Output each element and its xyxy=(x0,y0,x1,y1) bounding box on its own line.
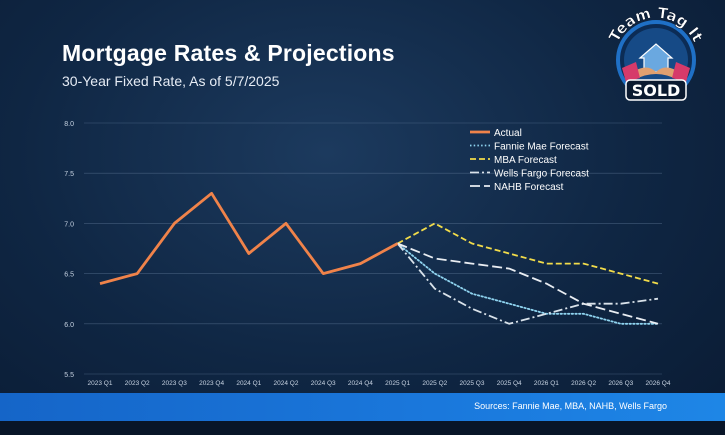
team-tag-it-logo: SOLD Team Tag It xyxy=(600,2,712,114)
series-line-mba-forecast xyxy=(397,222,659,285)
x-tick-label: 2023 Q4 xyxy=(199,380,224,387)
series-line-actual xyxy=(99,191,399,285)
grid-lines xyxy=(84,122,662,375)
x-tick-label: 2023 Q2 xyxy=(125,380,150,387)
legend-label: NAHB Forecast xyxy=(494,182,564,193)
x-tick-label: 2024 Q1 xyxy=(236,380,261,387)
y-tick-label: 5.5 xyxy=(64,372,74,379)
x-tick-label: 2025 Q2 xyxy=(422,380,447,387)
footer-bottom-strip xyxy=(0,421,725,435)
y-tick-label: 6.5 xyxy=(64,272,74,279)
x-tick-label: 2026 Q4 xyxy=(646,380,671,387)
legend-label: Actual xyxy=(494,128,522,139)
x-tick-label: 2025 Q4 xyxy=(497,380,522,387)
y-tick-label: 8.0 xyxy=(64,121,74,128)
series-line-wells-fargo-forecast xyxy=(396,242,659,325)
x-tick-label: 2026 Q3 xyxy=(608,380,633,387)
x-tick-label: 2023 Q3 xyxy=(162,380,187,387)
x-tick-label: 2023 Q1 xyxy=(88,380,113,387)
legend-label: MBA Forecast xyxy=(494,155,557,166)
series-lines xyxy=(99,191,659,325)
footer-bar: Sources: Fannie Mae, MBA, NAHB, Wells Fa… xyxy=(0,393,725,421)
x-axis-ticks: 2023 Q1 2023 Q2 2023 Q3 2023 Q4 2024 Q1 2024 … xyxy=(88,380,671,387)
x-tick-label: 2026 Q1 xyxy=(534,380,559,387)
series-line-nahb-forecast xyxy=(397,242,659,325)
chart-title: Mortgage Rates & Projections xyxy=(62,40,395,66)
y-tick-label: 7.0 xyxy=(64,221,74,228)
x-tick-label: 2025 Q3 xyxy=(460,380,485,387)
y-axis-ticks: 5.5 6.0 6.5 7.0 7.5 8.0 xyxy=(64,121,74,379)
chart-subtitle: 30-Year Fixed Rate, As of 5/7/2025 xyxy=(62,73,280,89)
x-tick-label: 2026 Q2 xyxy=(571,380,596,387)
x-tick-label: 2025 Q1 xyxy=(385,380,410,387)
sources-text: Sources: Fannie Mae, MBA, NAHB, Wells Fa… xyxy=(474,401,667,411)
y-tick-label: 6.0 xyxy=(64,322,74,329)
legend-label: Wells Fargo Forecast xyxy=(494,169,589,180)
x-tick-label: 2024 Q4 xyxy=(348,380,373,387)
y-tick-label: 7.5 xyxy=(64,171,74,178)
chart-legend: Actual Fannie Mae Forecast MBA Forecast Wel… xyxy=(470,128,589,193)
x-tick-label: 2024 Q2 xyxy=(274,380,299,387)
x-tick-label: 2024 Q3 xyxy=(311,380,336,387)
series-line-fannie-mae-forecast xyxy=(396,242,659,325)
line-chart: 5.5 6.0 6.5 7.0 7.5 8.0 2023 Q1 2023 Q2 2023 Q3… xyxy=(64,121,671,387)
logo-badge-text: SOLD xyxy=(632,81,681,100)
legend-label: Fannie Mae Forecast xyxy=(494,142,589,153)
